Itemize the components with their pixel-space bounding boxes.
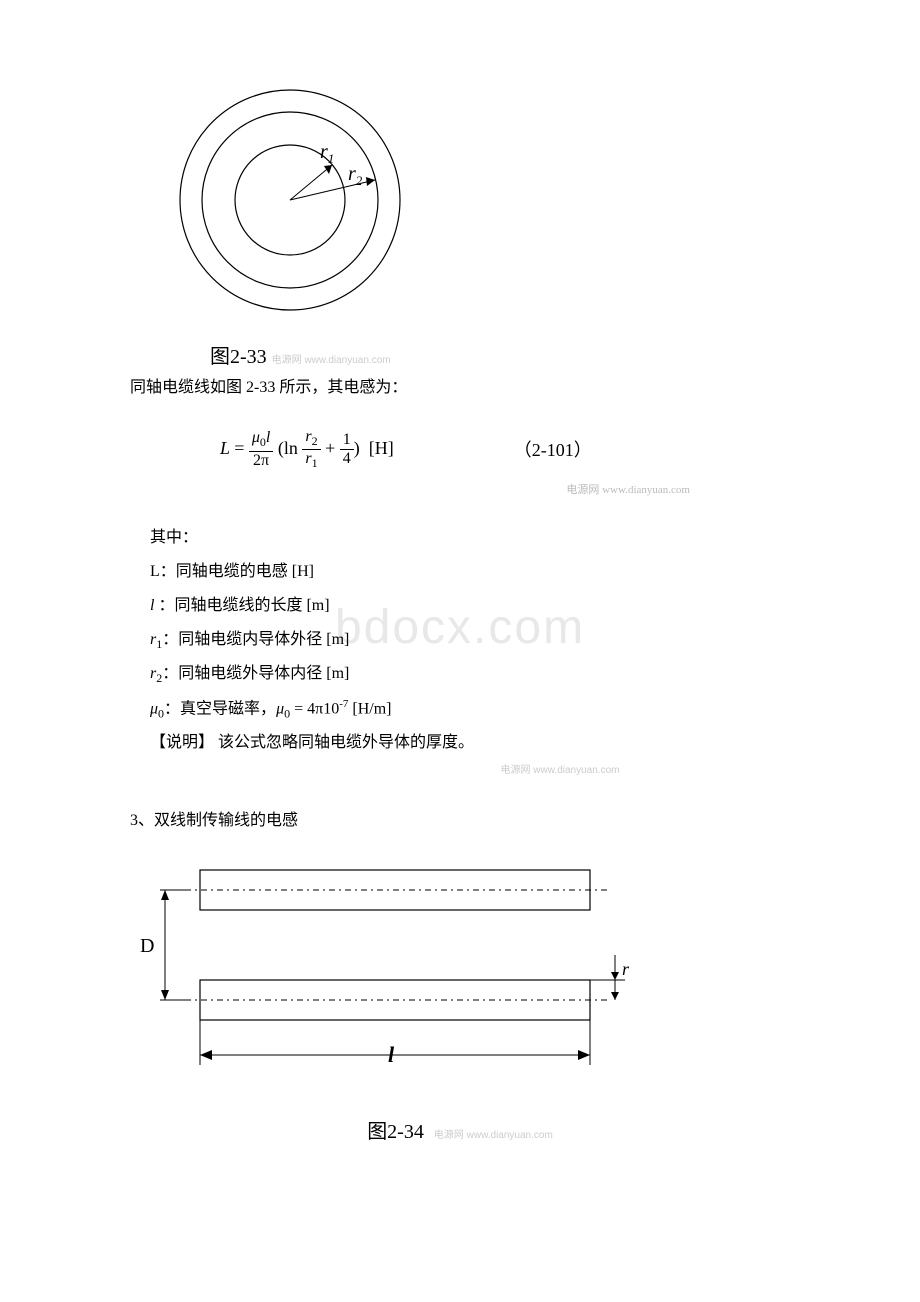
l-label-text: l	[388, 1042, 395, 1067]
frac-mu: μ0l 2π	[249, 429, 273, 469]
def-note: 【说明】 该公式忽略同轴电缆外导体的厚度。	[150, 727, 790, 759]
r-arrow-bot	[611, 992, 619, 1000]
def-source: 电源网 www.dianyuan.com	[330, 761, 790, 781]
def-r2-colon: ：	[162, 665, 178, 682]
unit-H: [H]	[369, 438, 394, 458]
def-r1: r1：同轴电缆内导体外径 [m]	[150, 624, 790, 656]
def-mu0-equals: = 4π10	[290, 700, 339, 717]
frac-quarter: 1 4	[340, 431, 354, 468]
def-mu0-eqsym: μ	[276, 700, 284, 717]
quarter-num: 1	[340, 431, 354, 450]
sym-L: L	[220, 438, 230, 458]
sym-eq: =	[234, 438, 244, 458]
r1-sub: 1	[312, 456, 318, 470]
def-r1-colon: ：	[162, 631, 178, 648]
def-l-text: 同轴电缆线的长度 [m]	[174, 597, 329, 614]
section3-title: 3、双线制传输线的电感	[130, 806, 790, 830]
coaxial-diagram-svg: r1 r2	[160, 80, 420, 320]
def-l-colon: ：	[158, 597, 174, 614]
r1-label: r1	[320, 141, 334, 166]
def-L-colon: ：	[160, 563, 176, 580]
r2-label: r2	[348, 163, 363, 188]
rparen: )	[354, 438, 360, 458]
fig233-source: 电源网 www.dianyuan.com	[272, 355, 391, 366]
formula-block: L = μ0l 2π (ln r2 r1 + 1 4 ) [H] （2-101）	[220, 428, 790, 471]
l-arrow-right	[578, 1050, 590, 1060]
def-r2-text: 同轴电缆外导体内径 [m]	[178, 665, 349, 682]
def-header: 其中：	[150, 522, 790, 554]
fig234-label: 图2-34	[367, 1121, 424, 1143]
l-sym: l	[266, 429, 270, 446]
figure-234-caption: 图2-34 电源网 www.dianyuan.com	[130, 1115, 790, 1144]
r2-arrow	[366, 177, 375, 186]
frac-mu-den: 2π	[249, 452, 273, 470]
definitions-block: 其中： L：同轴电缆的电感 [H] l ：同轴电缆线的长度 [m] r1：同轴电…	[150, 522, 790, 781]
def-L-text: 同轴电缆的电感 [H]	[176, 563, 314, 580]
def-mu0: μ0：真空导磁率，μ0 = 4π10-7 [H/m]	[150, 693, 790, 726]
formula-expr: L = μ0l 2π (ln r2 r1 + 1 4 ) [H]	[220, 428, 394, 471]
D-arrow-bot	[161, 990, 169, 1000]
def-r2: r2：同轴电缆外导体内径 [m]	[150, 658, 790, 690]
r-label-text: r	[622, 959, 630, 979]
frac-r-num: r2	[302, 428, 320, 450]
r2-sub: 2	[312, 434, 318, 448]
D-label: D	[140, 935, 154, 957]
eq-number: （2-101）	[514, 436, 592, 462]
mu-sym: μ	[252, 429, 260, 446]
frac-r: r2 r1	[302, 428, 320, 471]
D-arrow-top	[161, 890, 169, 900]
def-L-sym: L	[150, 563, 160, 580]
r1-arrow	[324, 165, 332, 174]
def-l: l ：同轴电缆线的长度 [m]	[150, 590, 790, 622]
def-r1-text: 同轴电缆内导体外径 [m]	[178, 631, 349, 648]
def-note-text: 【说明】 该公式忽略同轴电缆外导体的厚度。	[150, 734, 474, 751]
def-mu0-sym: μ	[150, 700, 158, 717]
figure-233-caption: 图2-33 电源网 www.dianyuan.com	[210, 340, 790, 369]
quarter-den: 4	[340, 450, 354, 468]
def-mu0-exp: -7	[339, 698, 348, 710]
def-l-sym: l	[150, 597, 154, 614]
frac-r-den: r1	[302, 450, 320, 471]
intro-text: 同轴电缆线如图 2-33 所示，其电感为：	[130, 374, 790, 403]
def-mu0-colon: ：	[164, 700, 180, 717]
r-arrow-top	[611, 972, 619, 980]
def-mu0-text: 真空导磁率，	[180, 700, 276, 717]
fig234-source: 电源网 www.dianyuan.com	[434, 1130, 553, 1141]
page-content: r1 r2 图2-33 电源网 www.dianyuan.com 同轴电缆线如图…	[130, 80, 790, 1144]
fig233-label: 图2-33	[210, 346, 267, 368]
ln-op: ln	[284, 438, 298, 458]
figure-233: r1 r2	[160, 80, 790, 325]
figure-234: D r l	[130, 860, 790, 1095]
def-mu0-unit: [H/m]	[348, 700, 391, 717]
formula-row: L = μ0l 2π (ln r2 r1 + 1 4 ) [H] （2-101）	[220, 428, 790, 471]
def-L: L：同轴电缆的电感 [H]	[150, 556, 790, 588]
two-wire-diagram-svg: D r l	[130, 860, 650, 1090]
formula-source: 电源网 www.dianyuan.com	[130, 481, 690, 497]
plus-op: +	[325, 438, 335, 458]
frac-mu-num: μ0l	[249, 429, 273, 451]
l-arrow-left	[200, 1050, 212, 1060]
